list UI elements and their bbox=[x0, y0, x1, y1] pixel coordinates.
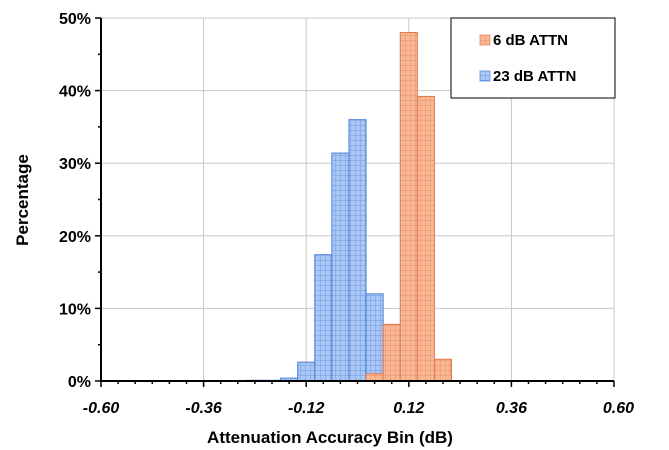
y-tick-label: 40% bbox=[59, 84, 91, 101]
bar-6-db-attn bbox=[416, 95, 435, 382]
y-tick-label: 50% bbox=[59, 11, 91, 28]
x-tick-label: -0.60 bbox=[83, 400, 120, 417]
bar-23-db-attn bbox=[365, 293, 384, 382]
bar-23-db-attn bbox=[348, 119, 367, 382]
y-tick-label: 0% bbox=[68, 374, 91, 391]
bar-6-db-attn bbox=[399, 32, 418, 382]
bar-6-db-attn bbox=[433, 358, 453, 382]
x-tick-label: -0.36 bbox=[185, 400, 222, 417]
y-tick-label: 20% bbox=[59, 229, 91, 246]
x-tick-label: 0.60 bbox=[603, 400, 634, 417]
x-tick-label: -0.12 bbox=[288, 400, 325, 417]
y-tick-label: 30% bbox=[59, 156, 91, 173]
legend: 6 dB ATTN 23 dB ATTN bbox=[450, 17, 616, 99]
bar-23-db-attn bbox=[297, 361, 316, 382]
y-axis-title: Percentage bbox=[13, 154, 32, 246]
y-tick-label: 10% bbox=[59, 301, 91, 318]
legend-swatch-6db bbox=[479, 34, 491, 46]
axes bbox=[95, 17, 615, 387]
bar-23-db-attn bbox=[331, 152, 350, 382]
bar-6-db-attn bbox=[365, 373, 384, 382]
x-tick-label: 0.12 bbox=[393, 400, 424, 417]
x-axis-title: Attenuation Accuracy Bin (dB) bbox=[207, 428, 453, 447]
legend-box bbox=[450, 17, 616, 99]
bar-23-db-attn bbox=[314, 254, 333, 382]
legend-swatch-23db bbox=[479, 70, 491, 82]
tick-labels: 0% 10% 20% 30% 40% 50% -0.60 -0.36 -0.12 0.12 0.36… bbox=[59, 11, 634, 417]
legend-label-6db: 6 dB ATTN bbox=[493, 32, 568, 49]
bar-6-db-attn bbox=[382, 323, 401, 382]
bars bbox=[245, 32, 453, 382]
legend-label-23db: 23 dB ATTN bbox=[493, 68, 576, 85]
x-tick-label: 0.36 bbox=[496, 400, 527, 417]
